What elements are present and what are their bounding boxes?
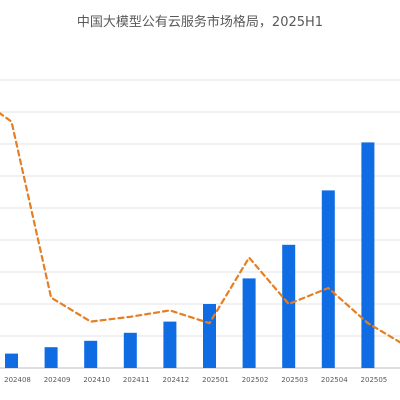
x-tick-label-202412: 202412 bbox=[163, 376, 190, 384]
x-tick-label-202410: 202410 bbox=[83, 376, 110, 384]
bar-202504 bbox=[321, 190, 335, 368]
bar-202502 bbox=[242, 278, 256, 368]
dashed-series-line bbox=[0, 112, 400, 344]
bar-202503 bbox=[282, 244, 296, 368]
bar-202505 bbox=[361, 142, 375, 368]
bar-202409 bbox=[44, 347, 58, 368]
x-tick-label-202505: 202505 bbox=[361, 376, 388, 384]
x-tick-label-202501: 202501 bbox=[202, 376, 229, 384]
chart-title: 中国大模型公有云服务市场格局，2025H1 bbox=[76, 15, 324, 30]
bar-202501 bbox=[203, 304, 216, 368]
bar-202408 bbox=[5, 353, 18, 368]
x-tick-label-202504: 202504 bbox=[321, 376, 348, 384]
bar-202412 bbox=[163, 321, 177, 368]
x-tick-label-202503: 202503 bbox=[281, 376, 308, 384]
bar-202411 bbox=[123, 332, 137, 368]
x-tick-label-202411: 202411 bbox=[123, 376, 150, 384]
x-tick-label-202502: 202502 bbox=[242, 376, 269, 384]
x-tick-label-202409: 202409 bbox=[44, 376, 71, 384]
bar-202410 bbox=[84, 340, 98, 368]
x-tick-label-202408: 202408 bbox=[4, 376, 31, 384]
